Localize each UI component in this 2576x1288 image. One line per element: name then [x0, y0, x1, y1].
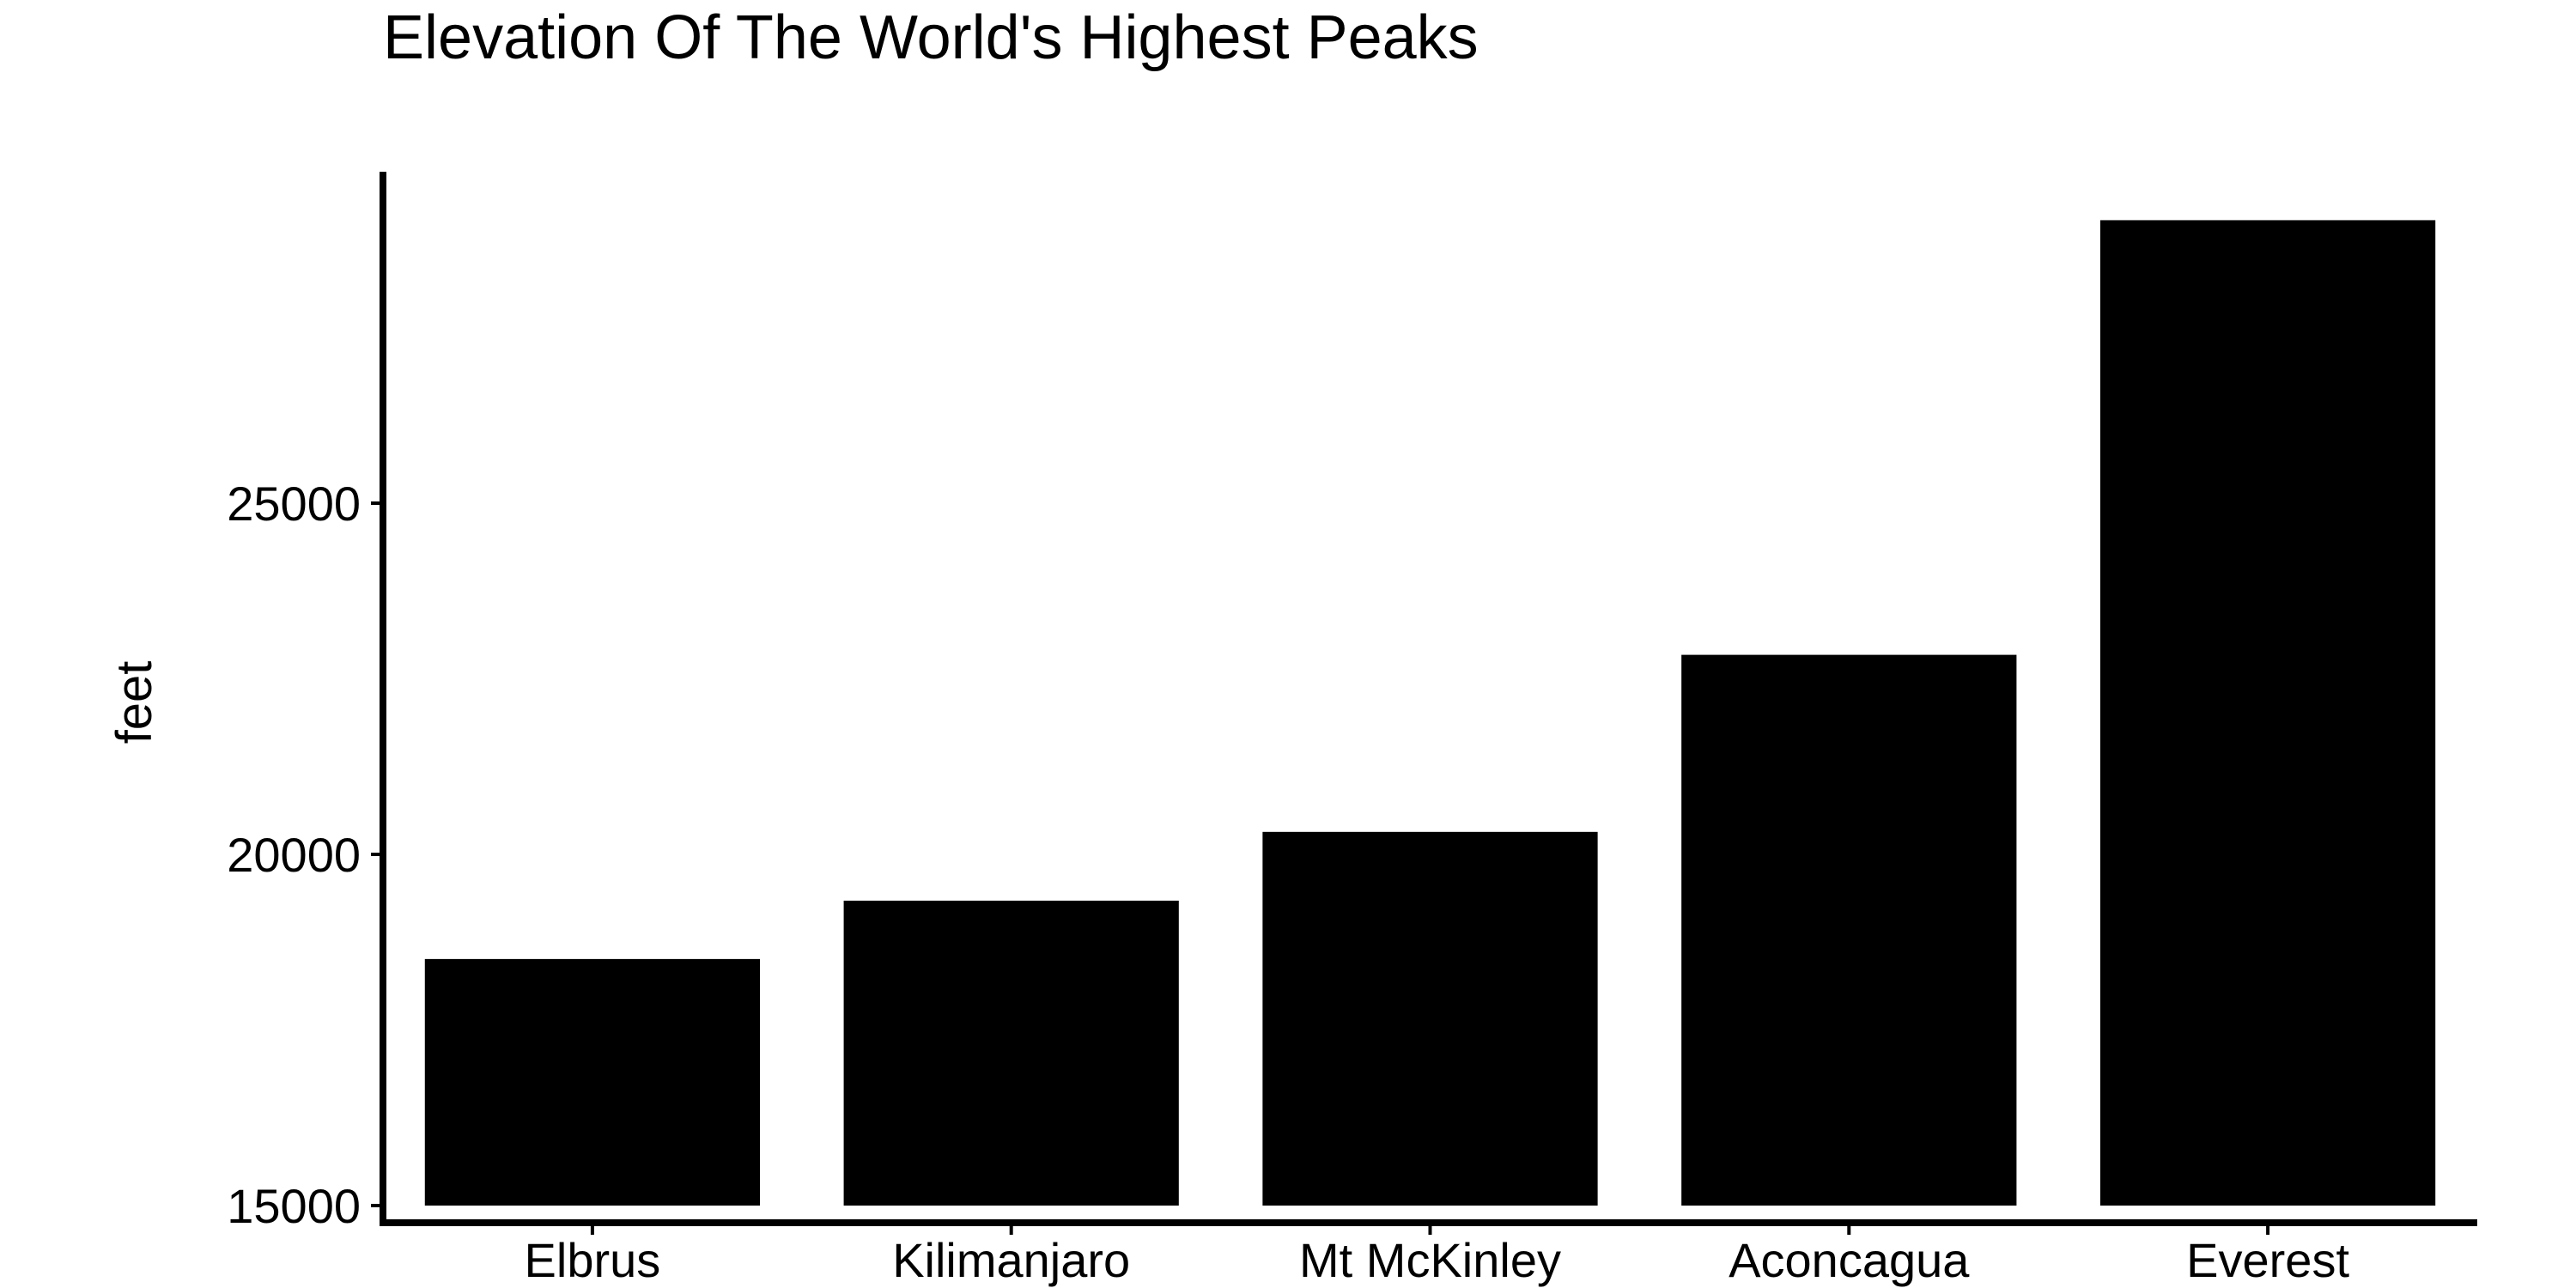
bar-mt-mckinley: [1262, 831, 1598, 1206]
x-tick-label: Aconcagua: [1728, 1233, 1970, 1287]
bar-aconcagua: [1681, 654, 2017, 1206]
bar-elbrus: [424, 958, 761, 1206]
x-tick-label: Kilimanjaro: [892, 1233, 1130, 1287]
y-axis-label: feet: [106, 661, 162, 744]
chart-title: Elevation Of The World's Highest Peaks: [383, 3, 1479, 72]
bar-kilimanjaro: [843, 900, 1179, 1206]
bar-everest: [2099, 220, 2436, 1206]
x-tick-label: Elbrus: [525, 1233, 661, 1287]
x-axis-ticks: Elbrus Kilimanjaro Mt McKinley Aconcagua Eve…: [525, 1223, 2349, 1287]
y-tick-label: 20000: [227, 828, 361, 882]
bars-group: [424, 220, 2436, 1206]
y-axis-ticks: 15000 20000 25000: [227, 477, 383, 1233]
y-tick-label: 25000: [227, 477, 361, 531]
x-tick-label: Mt McKinley: [1299, 1233, 1561, 1287]
x-tick-label: Everest: [2186, 1233, 2349, 1287]
y-tick-label: 15000: [227, 1179, 361, 1233]
